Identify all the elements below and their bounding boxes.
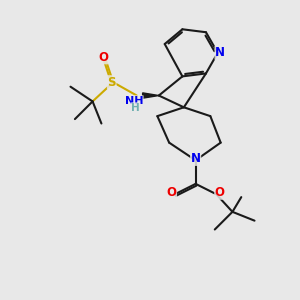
Text: O: O <box>98 51 108 64</box>
Text: N: N <box>215 46 225 59</box>
Text: S: S <box>107 76 116 89</box>
Polygon shape <box>142 93 159 98</box>
Text: O: O <box>215 186 225 199</box>
Text: NH: NH <box>124 96 143 106</box>
Text: H: H <box>131 103 140 113</box>
Text: N: N <box>190 152 201 165</box>
Text: O: O <box>167 186 176 199</box>
